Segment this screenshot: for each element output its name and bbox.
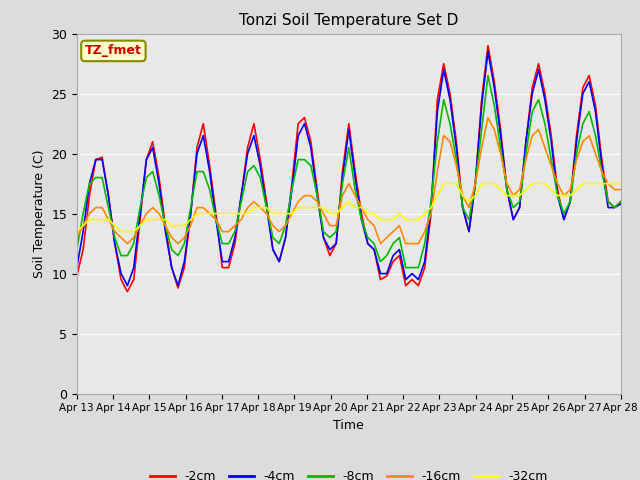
- Text: TZ_fmet: TZ_fmet: [85, 44, 142, 58]
- Y-axis label: Soil Temperature (C): Soil Temperature (C): [33, 149, 45, 278]
- X-axis label: Time: Time: [333, 419, 364, 432]
- Title: Tonzi Soil Temperature Set D: Tonzi Soil Temperature Set D: [239, 13, 458, 28]
- Legend: -2cm, -4cm, -8cm, -16cm, -32cm: -2cm, -4cm, -8cm, -16cm, -32cm: [145, 465, 553, 480]
